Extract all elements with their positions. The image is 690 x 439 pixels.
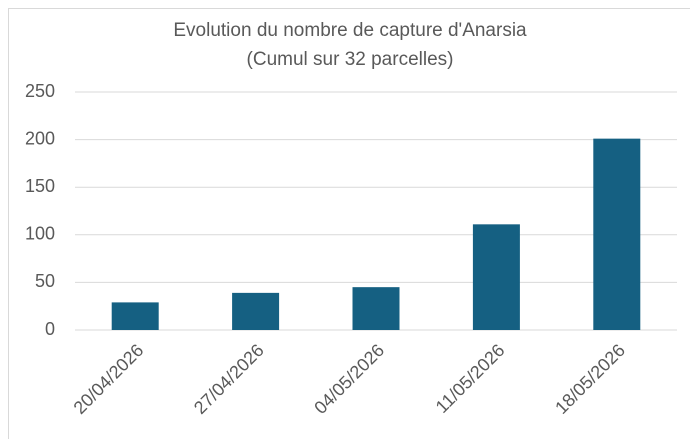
chart-frame [8,8,690,439]
bar [232,292,280,330]
y-tick-label: 250 [25,81,55,101]
chart-subtitle: (Cumul sur 32 parcelles) [247,49,454,70]
chart-title: Evolution du nombre de capture d'Anarsia [173,20,527,41]
bar [111,302,159,330]
bar [352,287,400,330]
bar [472,224,520,330]
y-tick-label: 150 [25,176,55,196]
bar [593,138,641,330]
y-tick-label: 0 [45,319,55,339]
y-tick-label: 200 [25,128,55,148]
y-tick-label: 100 [25,224,55,244]
y-tick-label: 50 [35,271,55,291]
